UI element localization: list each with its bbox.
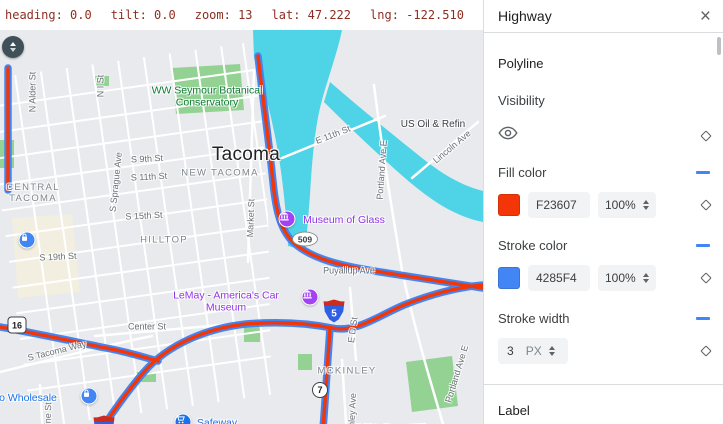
map-label: Market St [245, 198, 257, 238]
route-shield-16: 16 [7, 316, 27, 334]
stepper-arrows-icon[interactable] [642, 272, 649, 284]
map-label: S Tacoma Way [26, 338, 88, 363]
map-label: Portland Ave E [374, 140, 389, 200]
map-label: Portland Ave E [443, 344, 471, 404]
close-icon[interactable]: × [699, 5, 711, 27]
stepper-arrows-icon[interactable] [642, 199, 649, 211]
camera-status-bar: heading: 0.0 tilt: 0.0 zoom: 13 lat: 47.… [0, 0, 483, 30]
compass-north-icon [10, 42, 16, 46]
panel-title: Highway [498, 8, 552, 24]
map-label: Center St [127, 321, 167, 332]
inherit-diamond-icon[interactable] [700, 272, 712, 284]
inherit-diamond-icon[interactable] [700, 345, 712, 357]
status-zoom: zoom: 13 [194, 8, 253, 22]
map-label: WW Seymour Botanical Conservatory [151, 84, 263, 109]
style-panel: Highway × Polyline Visibility Fill color [483, 0, 723, 424]
route-shield-509: 509 [292, 231, 318, 247]
map-label: MCKINLEY [317, 365, 377, 377]
map-label: Museum of Glass [303, 213, 385, 226]
stroke-hex-input[interactable] [528, 265, 590, 291]
map-label: CENTRAL TACOMA [6, 181, 60, 204]
map-label: McKinley Ave [345, 392, 359, 424]
stroke-opacity-value: 100% [605, 271, 636, 285]
map-label: HILLTOP [140, 234, 188, 246]
stroke-width-stepper[interactable]: 3 PX [498, 338, 568, 364]
status-heading: heading: 0.0 [5, 8, 92, 22]
remove-style-dash-icon[interactable] [696, 317, 710, 320]
fill-color-swatch[interactable] [498, 194, 520, 216]
remove-style-dash-icon[interactable] [696, 244, 710, 247]
stroke-width-unit: PX [525, 344, 542, 358]
map-label: US Oil & Refin [400, 119, 466, 131]
cart-poi-icon[interactable] [174, 413, 192, 424]
panel-scrollbar[interactable] [717, 37, 721, 55]
museum-poi-icon[interactable] [301, 288, 319, 306]
map-label: o Wholesale [0, 391, 57, 404]
compass-south-icon [10, 48, 16, 52]
status-lat: lat: 47.222 [271, 8, 352, 22]
fill-opacity-stepper[interactable]: 100% [598, 192, 656, 218]
map-label: N Alder St [27, 71, 38, 113]
map-label: NEW TACOMA [181, 167, 259, 179]
stroke-width-label: Stroke width [498, 311, 570, 326]
stroke-color-label: Stroke color [498, 238, 568, 253]
inherit-diamond-icon[interactable] [700, 129, 712, 142]
interstate-shield: 5 [93, 415, 115, 424]
map-canvas[interactable]: WW Seymour Botanical Conservatory Tacoma N… [0, 30, 483, 424]
fill-color-label: Fill color [498, 165, 547, 180]
lock-poi-icon[interactable] [18, 231, 36, 249]
map-label: E D St [345, 316, 360, 344]
route-shield-7: 7 [312, 382, 328, 398]
section-header-polyline: Polyline [498, 56, 544, 71]
map-label: S 19th St [39, 250, 77, 263]
map-label: E 38th St [354, 423, 391, 424]
inherit-diamond-icon[interactable] [700, 199, 712, 211]
map-label: S 9th St [130, 152, 164, 165]
section-header-label: Label [498, 403, 530, 418]
status-lng: lng: -122.510 [370, 8, 464, 22]
map-label: S Pine St [42, 402, 54, 424]
stroke-width-value: 3 [507, 344, 514, 358]
fill-opacity-value: 100% [605, 198, 636, 212]
stroke-opacity-stepper[interactable]: 100% [598, 265, 656, 291]
visibility-eye-icon[interactable] [498, 126, 518, 145]
map-label: S 15th St [125, 209, 163, 222]
interstate-shield: 5 [323, 299, 345, 323]
polyline-visibility-label: Visibility [498, 93, 545, 108]
map-label: LeMay - America's Car Museum [173, 289, 279, 314]
map-label: Lincoln Ave [431, 128, 473, 166]
map-label: S Sprague Ave [107, 151, 124, 213]
map-label: E 11th St [314, 123, 352, 146]
lock-poi-icon[interactable] [80, 387, 98, 405]
map-label: Safeway [196, 416, 238, 424]
map-overlays: WW Seymour Botanical Conservatory Tacoma N… [0, 30, 483, 424]
fill-hex-input[interactable] [528, 192, 590, 218]
museum-poi-icon[interactable] [278, 210, 296, 228]
remove-style-dash-icon[interactable] [696, 171, 710, 174]
panel-header: Highway × [484, 0, 723, 33]
status-tilt: tilt: 0.0 [110, 8, 176, 22]
section-divider [484, 384, 723, 385]
map-label: N I St [95, 74, 106, 98]
stroke-color-swatch[interactable] [498, 267, 520, 289]
compass-control[interactable] [2, 36, 24, 58]
map-label: Tacoma [211, 143, 281, 165]
map-label: Puyallup Ave [323, 265, 375, 276]
map-label: S 11th St [130, 170, 168, 183]
stepper-arrows-icon[interactable] [548, 345, 555, 357]
map-base-layer [0, 30, 483, 424]
